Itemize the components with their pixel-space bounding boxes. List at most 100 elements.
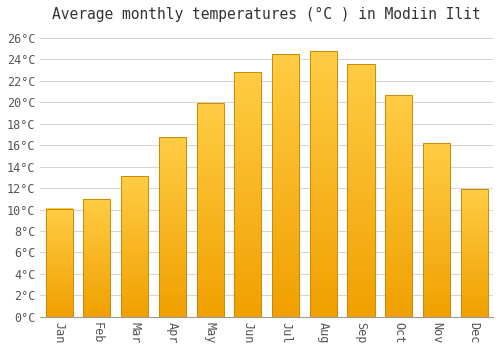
Bar	[196, 131, 224, 133]
Bar	[310, 69, 337, 72]
Bar	[84, 206, 110, 207]
Bar	[46, 217, 73, 218]
Bar	[385, 215, 412, 217]
Bar	[423, 169, 450, 171]
Bar	[272, 64, 299, 67]
Bar	[196, 127, 224, 129]
Bar	[460, 218, 488, 220]
Bar	[310, 282, 337, 285]
Bar	[121, 241, 148, 242]
Bar	[159, 279, 186, 281]
Bar	[460, 214, 488, 215]
Bar	[234, 124, 262, 126]
Bar	[460, 234, 488, 235]
Bar	[46, 279, 73, 280]
Bar	[385, 179, 412, 181]
Bar	[423, 308, 450, 310]
Bar	[46, 306, 73, 307]
Bar	[121, 314, 148, 315]
Bar	[310, 189, 337, 192]
Bar	[84, 267, 110, 268]
Bar	[423, 183, 450, 185]
Bar	[234, 136, 262, 138]
Bar	[159, 187, 186, 189]
Bar	[385, 99, 412, 102]
Bar	[159, 306, 186, 308]
Bar	[423, 245, 450, 247]
Bar	[46, 253, 73, 254]
Bar	[159, 275, 186, 277]
Bar	[46, 285, 73, 287]
Bar	[159, 309, 186, 312]
Bar	[385, 232, 412, 235]
Bar	[234, 246, 262, 248]
Bar	[196, 178, 224, 180]
Bar	[310, 170, 337, 173]
Bar	[310, 264, 337, 266]
Bar	[310, 104, 337, 107]
Bar	[310, 256, 337, 258]
Bar	[385, 264, 412, 266]
Bar	[423, 211, 450, 212]
Bar	[423, 280, 450, 282]
Bar	[46, 295, 73, 296]
Bar	[84, 271, 110, 272]
Bar	[348, 155, 374, 158]
Bar	[234, 241, 262, 244]
Bar	[310, 101, 337, 104]
Bar	[310, 232, 337, 235]
Bar	[159, 237, 186, 239]
Bar	[159, 297, 186, 299]
Bar	[272, 238, 299, 241]
Bar	[159, 171, 186, 173]
Bar	[310, 258, 337, 261]
Bar	[385, 297, 412, 299]
Bar	[84, 260, 110, 261]
Bar	[121, 237, 148, 238]
Bar	[234, 104, 262, 106]
Bar	[159, 194, 186, 196]
Bar	[84, 247, 110, 248]
Bar	[423, 263, 450, 265]
Bar	[196, 157, 224, 159]
Bar	[272, 312, 299, 314]
Bar	[196, 248, 224, 251]
Bar	[460, 245, 488, 247]
Bar	[423, 284, 450, 286]
Bar	[310, 85, 337, 88]
Bar	[385, 226, 412, 228]
Bar	[385, 97, 412, 99]
Bar	[385, 110, 412, 113]
Bar	[46, 310, 73, 312]
Bar	[460, 293, 488, 294]
Bar	[385, 208, 412, 210]
Bar	[423, 171, 450, 173]
Bar	[196, 308, 224, 310]
Bar	[121, 203, 148, 204]
Bar	[234, 312, 262, 314]
Bar	[121, 308, 148, 310]
Bar	[46, 224, 73, 225]
Bar	[121, 197, 148, 199]
Bar	[423, 143, 450, 145]
Bar	[385, 228, 412, 230]
Bar	[46, 246, 73, 247]
Bar	[348, 200, 374, 203]
Bar	[46, 294, 73, 295]
Bar	[196, 214, 224, 217]
Bar	[348, 64, 374, 317]
Bar	[385, 183, 412, 186]
Bar	[423, 266, 450, 268]
Bar	[460, 301, 488, 303]
Bar	[310, 280, 337, 282]
Bar	[348, 91, 374, 94]
Bar	[196, 125, 224, 127]
Bar	[121, 299, 148, 300]
Bar	[385, 290, 412, 292]
Bar	[423, 193, 450, 195]
Bar	[121, 224, 148, 225]
Bar	[159, 262, 186, 265]
Bar	[385, 95, 412, 97]
Bar	[46, 315, 73, 316]
Bar	[310, 72, 337, 75]
